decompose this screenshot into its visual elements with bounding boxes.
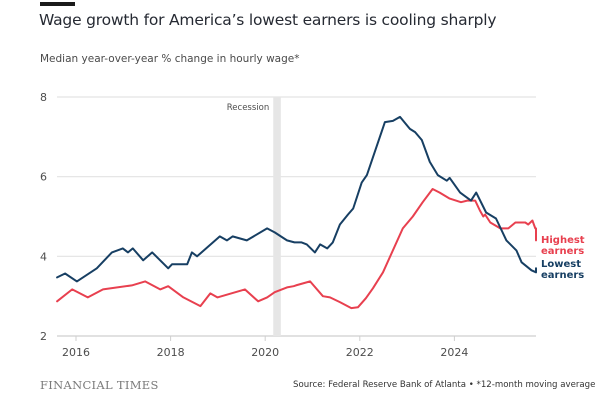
recession-band-layer [273,97,281,336]
y-tick-label: 8 [40,91,47,104]
financial-times-logo: FINANCIAL TIMES [40,378,159,392]
series-label-line: earners [541,270,584,281]
grid-layer [57,96,536,337]
header-accent-bar [40,2,75,6]
chart-title: Wage growth for America’s lowest earners… [39,11,497,29]
series-label-highest-earners: Highest earners [541,235,585,257]
x-tick-label: 2016 [62,346,90,359]
recession-label: Recession [227,103,269,113]
x-tick-label: 2018 [157,346,185,359]
recession-band [273,97,281,336]
source-note: Source: Federal Reserve Bank of Atlanta … [293,380,596,390]
x-tick-label: 2022 [346,346,374,359]
y-tick-label: 4 [40,250,47,263]
chart-subtitle: Median year-over-year % change in hourly… [40,53,300,65]
series-line-lowest-earners [56,115,537,283]
series-label-line: Highest [541,235,585,246]
series-label-line: earners [541,246,584,257]
axis-layer: 2 4 6 8 2016 2018 2020 2022 2024 [40,91,468,359]
series-label-line: Lowest [541,259,581,270]
x-tick-label: 2024 [440,346,468,359]
y-tick-label: 2 [40,330,47,343]
series-layer [56,115,537,310]
series-line-highest-earners [56,188,537,310]
series-label-lowest-earners: Lowest earners [541,259,584,281]
y-tick-label: 6 [40,171,47,184]
x-tick-label: 2020 [251,346,279,359]
